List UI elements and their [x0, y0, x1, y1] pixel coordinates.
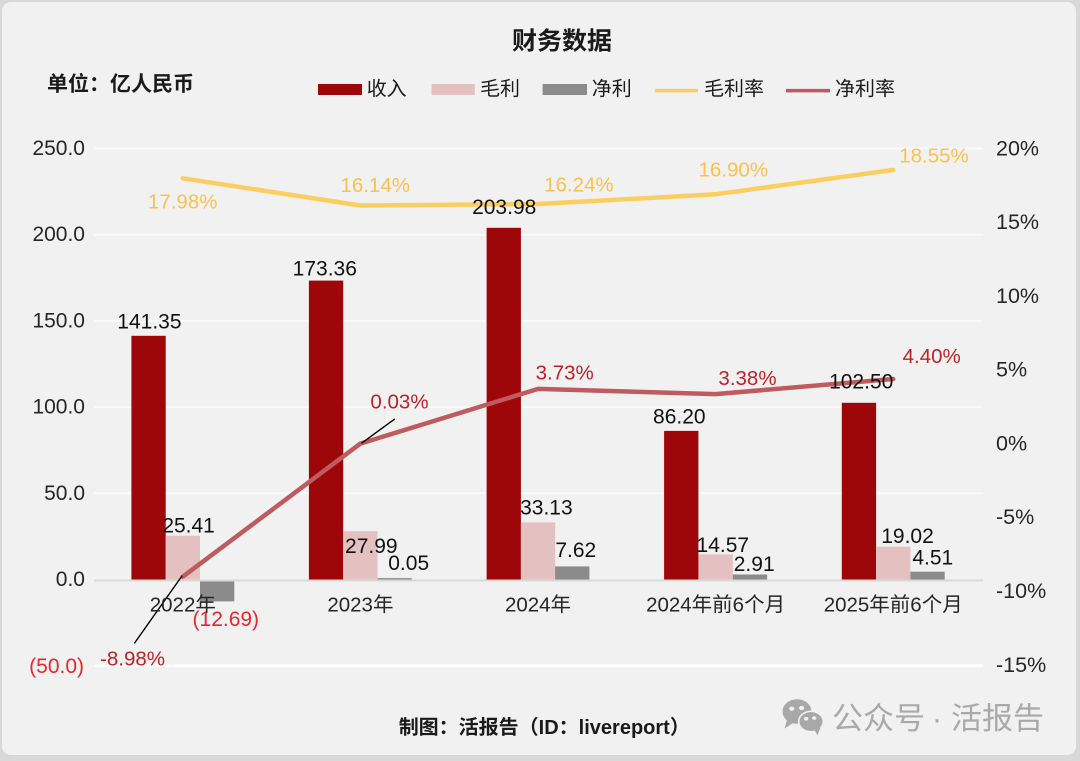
svg-text:公众号: 公众号 — [832, 701, 925, 736]
svg-text:0%: 0% — [996, 432, 1027, 456]
svg-text:制图：活报告（ID：livereport）: 制图：活报告（ID：livereport） — [399, 716, 690, 739]
svg-text:10%: 10% — [996, 284, 1039, 308]
svg-text:4.40%: 4.40% — [903, 345, 961, 368]
svg-text:27.99: 27.99 — [345, 535, 398, 558]
svg-text:2024年前6个月: 2024年前6个月 — [646, 594, 785, 617]
svg-text:50.0: 50.0 — [44, 482, 85, 505]
svg-text:-15%: -15% — [996, 653, 1046, 677]
svg-text:-10%: -10% — [996, 579, 1046, 603]
svg-text:33.13: 33.13 — [520, 496, 573, 519]
svg-text:141.35: 141.35 — [117, 311, 181, 334]
svg-text:收入: 收入 — [367, 79, 407, 101]
svg-text:2.91: 2.91 — [734, 553, 775, 576]
svg-text:财务数据: 财务数据 — [512, 28, 612, 56]
svg-text:净利: 净利 — [592, 79, 632, 101]
svg-text:25.41: 25.41 — [162, 515, 215, 538]
svg-text:16.14%: 16.14% — [340, 174, 410, 197]
svg-text:3.38%: 3.38% — [718, 367, 776, 390]
svg-text:0.0: 0.0 — [56, 568, 85, 591]
svg-text:203.98: 203.98 — [472, 196, 536, 219]
svg-text:16.90%: 16.90% — [699, 158, 769, 181]
svg-text:活报告: 活报告 — [951, 701, 1044, 736]
svg-text:100.0: 100.0 — [32, 396, 85, 419]
svg-text:毛利率: 毛利率 — [704, 79, 764, 101]
svg-text:毛利: 毛利 — [480, 79, 520, 101]
svg-text:(50.0): (50.0) — [29, 655, 84, 678]
svg-text:173.36: 173.36 — [293, 257, 357, 280]
svg-text:7.62: 7.62 — [555, 539, 596, 562]
svg-text:150.0: 150.0 — [32, 309, 85, 332]
svg-text:15%: 15% — [996, 210, 1039, 234]
svg-text:86.20: 86.20 — [653, 406, 706, 429]
svg-text:2024年: 2024年 — [505, 594, 571, 617]
svg-text:102.50: 102.50 — [829, 370, 893, 393]
svg-text:4.51: 4.51 — [912, 546, 953, 569]
svg-text:2025年前6个月: 2025年前6个月 — [824, 594, 963, 617]
svg-text:19.02: 19.02 — [881, 525, 934, 548]
svg-text:16.24%: 16.24% — [544, 174, 614, 197]
svg-text:17.98%: 17.98% — [148, 190, 218, 213]
svg-text:14.57: 14.57 — [697, 534, 750, 557]
svg-text:2022年: 2022年 — [150, 594, 216, 617]
svg-text:-8.98%: -8.98% — [100, 647, 165, 670]
svg-text:单位：亿人民币: 单位：亿人民币 — [47, 72, 194, 96]
svg-text:0.05: 0.05 — [388, 552, 429, 575]
svg-text:2023年: 2023年 — [327, 594, 393, 617]
svg-text:·: · — [932, 701, 942, 736]
svg-text:250.0: 250.0 — [32, 137, 85, 160]
svg-text:18.55%: 18.55% — [899, 144, 969, 167]
svg-text:200.0: 200.0 — [32, 223, 85, 246]
svg-text:-5%: -5% — [996, 505, 1034, 529]
svg-text:净利率: 净利率 — [835, 79, 895, 101]
svg-text:5%: 5% — [996, 358, 1027, 382]
svg-text:3.73%: 3.73% — [536, 361, 594, 384]
svg-text:0.03%: 0.03% — [370, 390, 428, 413]
svg-text:(12.69): (12.69) — [193, 608, 260, 631]
svg-text:20%: 20% — [996, 136, 1039, 160]
